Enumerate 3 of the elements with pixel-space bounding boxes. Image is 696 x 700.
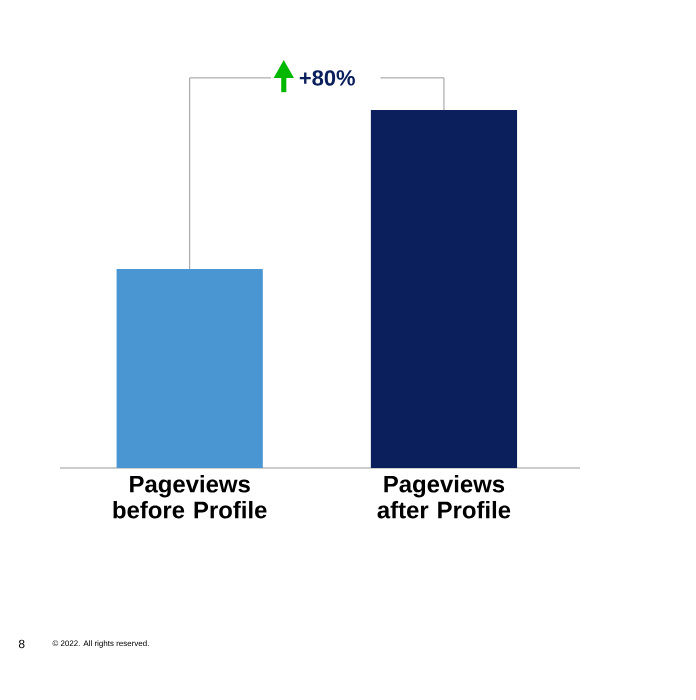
x-tick-label: Pageviews before Profile: [113, 475, 267, 519]
x-tick-label: Pageviews after Profile: [377, 475, 511, 519]
text: +80%: [299, 70, 355, 86]
